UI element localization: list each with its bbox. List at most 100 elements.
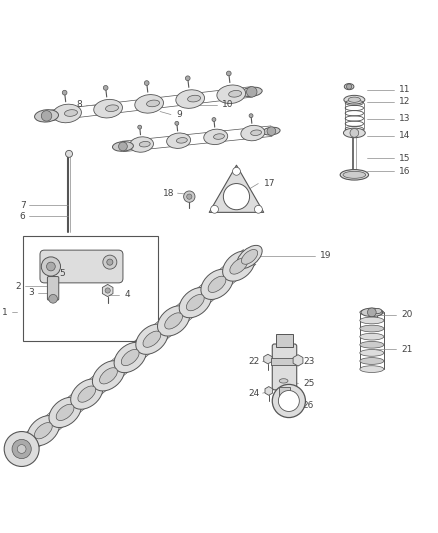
Circle shape — [138, 125, 141, 129]
Ellipse shape — [360, 325, 384, 332]
Circle shape — [350, 128, 359, 138]
Circle shape — [223, 183, 250, 210]
Circle shape — [367, 308, 376, 317]
Text: 1: 1 — [2, 308, 8, 317]
Ellipse shape — [78, 386, 95, 402]
Circle shape — [107, 259, 113, 265]
Circle shape — [185, 76, 190, 80]
Text: 18: 18 — [162, 189, 174, 198]
Ellipse shape — [360, 333, 384, 340]
Circle shape — [17, 445, 26, 454]
Bar — [276, 334, 293, 347]
Ellipse shape — [360, 309, 384, 316]
Ellipse shape — [343, 128, 365, 138]
Text: 23: 23 — [304, 357, 315, 366]
Ellipse shape — [177, 138, 187, 143]
Ellipse shape — [279, 379, 288, 383]
Ellipse shape — [344, 95, 365, 104]
Ellipse shape — [71, 379, 103, 409]
Text: 11: 11 — [399, 85, 410, 94]
Bar — [272, 358, 297, 365]
Text: 4: 4 — [125, 290, 131, 300]
Circle shape — [105, 288, 110, 293]
Circle shape — [267, 127, 276, 135]
Ellipse shape — [187, 95, 201, 102]
Ellipse shape — [56, 405, 74, 421]
Circle shape — [103, 85, 108, 90]
Ellipse shape — [343, 171, 366, 179]
Text: 8: 8 — [77, 100, 82, 109]
Text: 19: 19 — [320, 251, 332, 260]
Ellipse shape — [179, 287, 212, 318]
Text: 14: 14 — [399, 131, 410, 140]
Text: 21: 21 — [401, 345, 413, 354]
Ellipse shape — [136, 324, 168, 354]
Ellipse shape — [360, 366, 384, 373]
Ellipse shape — [360, 358, 384, 365]
Circle shape — [145, 80, 149, 85]
Text: 17: 17 — [264, 179, 275, 188]
Ellipse shape — [49, 397, 81, 427]
Ellipse shape — [361, 308, 383, 317]
Circle shape — [49, 294, 57, 303]
Circle shape — [41, 111, 52, 121]
Text: 16: 16 — [399, 167, 410, 176]
Ellipse shape — [165, 313, 183, 329]
Circle shape — [4, 432, 39, 466]
Circle shape — [212, 118, 216, 122]
Ellipse shape — [360, 317, 384, 324]
Circle shape — [249, 114, 253, 118]
Text: 7: 7 — [20, 201, 25, 210]
FancyBboxPatch shape — [272, 344, 297, 390]
Polygon shape — [264, 354, 272, 364]
Text: 15: 15 — [399, 154, 410, 163]
Ellipse shape — [158, 306, 190, 336]
Text: 3: 3 — [28, 288, 34, 297]
Circle shape — [103, 255, 117, 269]
Ellipse shape — [106, 105, 119, 111]
Circle shape — [184, 191, 195, 203]
Circle shape — [41, 257, 60, 276]
Text: 13: 13 — [399, 115, 410, 124]
Ellipse shape — [217, 85, 246, 103]
Ellipse shape — [130, 137, 153, 152]
Circle shape — [62, 90, 67, 95]
Ellipse shape — [121, 350, 139, 366]
Text: 22: 22 — [248, 357, 259, 366]
Ellipse shape — [263, 127, 280, 135]
Ellipse shape — [360, 342, 384, 348]
FancyBboxPatch shape — [40, 250, 123, 283]
Ellipse shape — [176, 90, 205, 108]
Ellipse shape — [241, 125, 265, 141]
Ellipse shape — [147, 100, 159, 107]
Circle shape — [247, 87, 257, 97]
Ellipse shape — [92, 361, 124, 391]
Ellipse shape — [201, 269, 233, 300]
Text: 2: 2 — [16, 281, 21, 290]
Ellipse shape — [187, 295, 204, 311]
Circle shape — [187, 194, 192, 199]
Text: 25: 25 — [304, 379, 315, 388]
Ellipse shape — [241, 87, 262, 96]
Text: 26: 26 — [303, 401, 314, 410]
Ellipse shape — [204, 129, 228, 144]
Ellipse shape — [114, 342, 146, 373]
Ellipse shape — [214, 134, 224, 139]
Bar — [279, 387, 290, 395]
Ellipse shape — [340, 169, 368, 180]
Circle shape — [254, 205, 262, 213]
Ellipse shape — [223, 251, 255, 281]
Circle shape — [233, 167, 240, 175]
Ellipse shape — [237, 245, 262, 269]
Text: 6: 6 — [20, 212, 25, 221]
Ellipse shape — [208, 276, 226, 293]
Polygon shape — [265, 386, 272, 395]
Polygon shape — [102, 285, 113, 297]
Ellipse shape — [230, 258, 247, 274]
Ellipse shape — [139, 141, 150, 147]
Text: 10: 10 — [222, 100, 233, 109]
Circle shape — [12, 439, 31, 458]
Ellipse shape — [166, 133, 191, 148]
Circle shape — [175, 122, 179, 125]
Polygon shape — [293, 354, 303, 366]
